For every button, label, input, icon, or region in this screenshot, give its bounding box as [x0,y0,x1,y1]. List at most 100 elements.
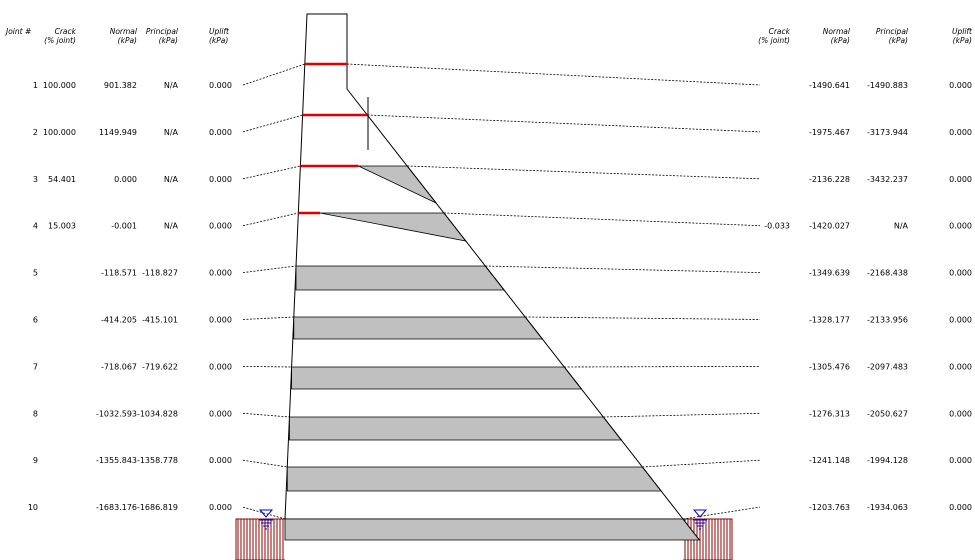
leader-line-downstream [346,63,761,86]
normal-downstream-value: -2136.228 [809,175,850,184]
stress-distribution [289,416,623,441]
normal-upstream-value: -118.571 [101,269,137,278]
leader-line-downstream [642,459,761,468]
joint-number: 7 [33,362,38,371]
stress-distribution [293,316,544,340]
uplift-downstream-value: 0.000 [949,362,972,371]
principal-downstream-value: N/A [894,222,909,231]
normal-upstream-value: -0.001 [111,222,137,231]
normal-downstream-value: -1203.763 [809,503,850,512]
leader-line-upstream [242,316,294,320]
crack-downstream-value: -0.033 [764,222,790,231]
stress-distribution [286,466,662,492]
leader-line-downstream [485,265,761,273]
principal-downstream-value: -2133.956 [867,316,908,325]
uplift-upstream-value: 0.000 [209,409,232,418]
header-uplift-unit-upstream: (kPa) [209,36,228,45]
normal-upstream-value: 0.000 [114,175,137,184]
uplift-upstream-value: 0.000 [209,128,232,137]
crack-upstream-value: 100.000 [43,128,76,137]
header-uplift-unit-downstream: (kPa) [953,36,972,45]
header-principal-downstream: Principal [876,27,909,36]
stress-edge [602,416,622,441]
normal-upstream-value: -414.205 [101,316,137,325]
header-normal-unit-upstream: (kPa) [118,36,137,45]
joint-number: 9 [33,456,38,465]
principal-upstream-value: N/A [164,175,179,184]
joint-number: 6 [33,316,38,325]
header-crack-unit-downstream: (% joint) [758,36,790,45]
header-joint: Joint # [4,27,31,36]
uplift-upstream-value: 0.000 [209,175,232,184]
header-principal-unit-downstream: (kPa) [889,36,908,45]
uplift-downstream-value: 0.000 [949,503,972,512]
normal-downstream-value: -1276.313 [809,409,850,418]
principal-downstream-value: -3173.944 [867,128,908,137]
stress-edge [484,265,505,291]
header-normal-unit-downstream: (kPa) [831,36,850,45]
uplift-downstream-value: 0.000 [949,409,972,418]
uplift-downstream-value: 0.000 [949,128,972,137]
right-table-header: Crack (% joint) Normal (kPa) Principal (… [758,27,973,45]
joint-number: 8 [33,409,38,418]
header-crack-upstream: Crack [55,27,77,36]
header-normal-upstream: Normal [110,27,138,36]
principal-upstream-value: N/A [164,128,179,137]
normal-downstream-value: -1490.641 [809,81,850,90]
uplift-downstream-value: 0.000 [949,269,972,278]
header-normal-downstream: Normal [823,27,851,36]
normal-downstream-value: -1305.476 [809,362,850,371]
leader-line-upstream [242,114,303,133]
uplift-upstream-value: 0.000 [209,503,232,512]
principal-downstream-value: -1934.063 [867,503,908,512]
principal-downstream-value: -1490.883 [867,81,908,90]
left-table-header: Joint # Crack (% joint) Normal (kPa) Pri… [4,27,230,45]
crack-upstream-value: 54.401 [48,175,76,184]
uplift-upstream-value: 0.000 [209,316,232,325]
stress-distribution [291,366,583,390]
normal-upstream-value: -718.067 [101,362,137,371]
stress-edge [563,366,582,390]
uplift-downstream-value: 0.000 [949,222,972,231]
stress-edge [682,518,700,541]
principal-downstream-value: -2097.483 [867,362,908,371]
uplift-upstream-value: 0.000 [209,456,232,465]
joint-number: 1 [33,81,38,90]
leader-line-upstream [242,165,301,180]
normal-upstream-value: 901.382 [104,81,137,90]
leader-line-downstream [525,316,761,320]
joint-number: 10 [28,503,38,512]
principal-upstream-value: -118.827 [142,269,178,278]
normal-upstream-value: -1683.176 [96,503,137,512]
normal-downstream-value: -1328.177 [809,316,850,325]
normal-downstream-value: -1420.027 [809,222,850,231]
uplift-upstream-value: 0.000 [209,269,232,278]
stress-edge [524,316,543,340]
stress-edge [641,466,662,492]
normal-downstream-value: -1975.467 [809,128,850,137]
header-principal-unit-upstream: (kPa) [159,36,178,45]
uplift-upstream-value: 0.000 [209,81,232,90]
leader-line-upstream [242,459,288,468]
leader-line-downstream [603,412,761,418]
header-principal-upstream: Principal [146,27,179,36]
stress-edge [406,165,437,204]
principal-upstream-value: N/A [164,81,179,90]
principal-downstream-value: -1994.128 [867,456,908,465]
leader-line-upstream [242,63,305,86]
principal-upstream-value: N/A [164,222,179,231]
header-uplift-upstream: Uplift [209,27,230,36]
normal-upstream-value: -1355.843 [96,456,137,465]
uplift-downstream-value: 0.000 [949,81,972,90]
leader-line-downstream [564,365,761,368]
stress-edge [443,212,467,242]
stress-distribution [320,212,467,242]
leader-line-upstream [242,265,297,273]
principal-upstream-value: -415.101 [142,316,178,325]
principal-upstream-value: -719.622 [142,362,178,371]
uplift-downstream-value: 0.000 [949,175,972,184]
principal-downstream-value: -2168.438 [867,269,908,278]
joint-number: 2 [33,128,38,137]
header-crack-unit-upstream: (% joint) [44,36,76,45]
